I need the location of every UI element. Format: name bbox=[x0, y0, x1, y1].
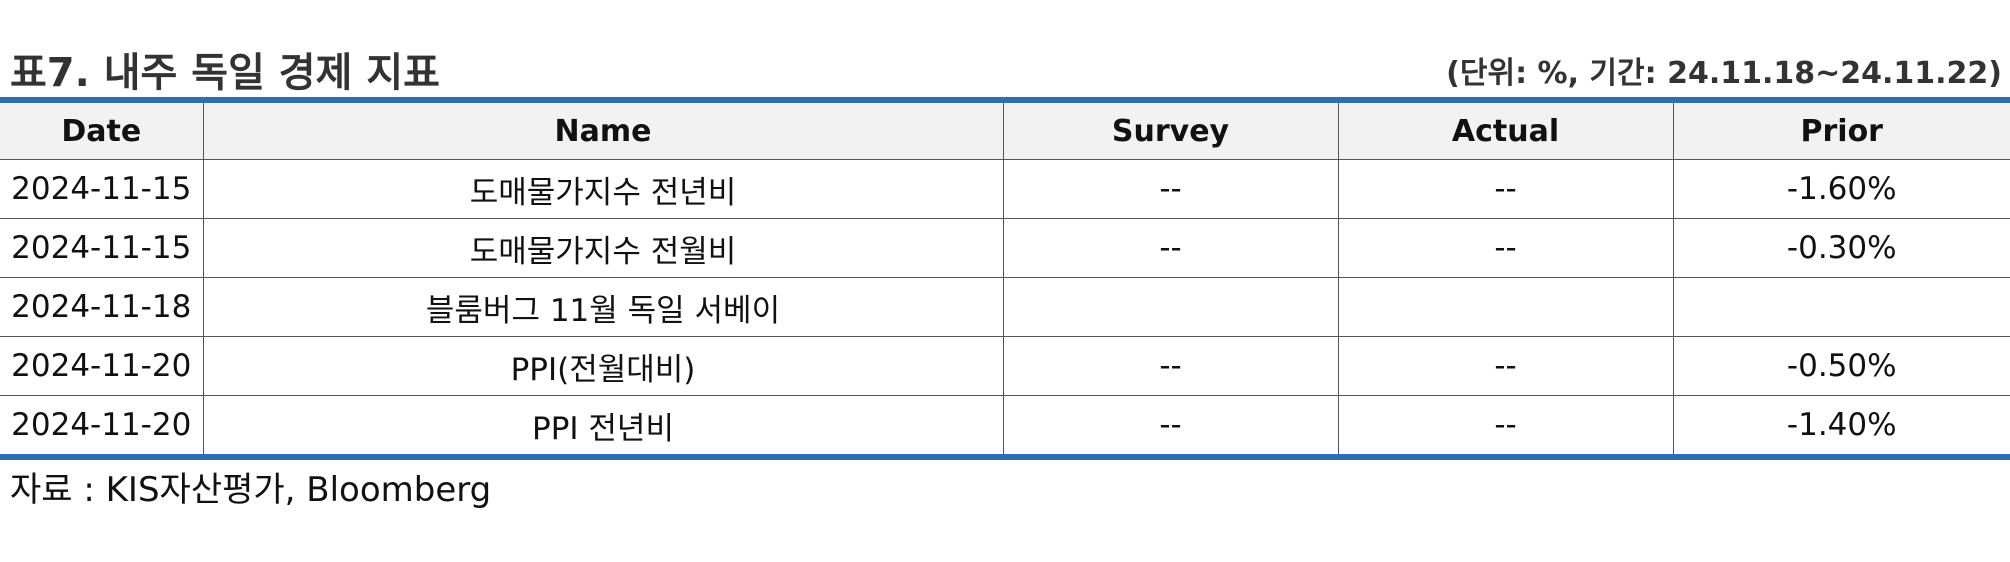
header-survey: Survey bbox=[1002, 103, 1339, 160]
header-name: Name bbox=[202, 103, 1004, 160]
header-prior: Prior bbox=[1672, 103, 2010, 160]
cell-survey: -- bbox=[1002, 218, 1339, 278]
cell-prior: -0.50% bbox=[1672, 336, 2010, 396]
table-row: 2024-11-20 PPI(전월대비) -- -- -0.50% bbox=[0, 336, 2010, 396]
cell-actual: -- bbox=[1337, 336, 1674, 396]
cell-actual: -- bbox=[1337, 218, 1674, 278]
cell-survey: -- bbox=[1002, 395, 1339, 454]
cell-name: PPI(전월대비) bbox=[202, 336, 1004, 396]
cell-prior bbox=[1672, 277, 2010, 337]
cell-name: 도매물가지수 전월비 bbox=[202, 218, 1004, 278]
header-actual: Actual bbox=[1337, 103, 1674, 160]
title-row: 표7. 내주 독일 경제 지표 (단위: %, 기간: 24.11.18~24.… bbox=[0, 38, 2010, 98]
table-row: 2024-11-15 도매물가지수 전년비 -- -- -1.60% bbox=[0, 159, 2010, 219]
cell-name: 도매물가지수 전년비 bbox=[202, 159, 1004, 219]
unit-note: (단위: %, 기간: 24.11.18~24.11.22) bbox=[1446, 56, 2002, 91]
header-date: Date bbox=[0, 103, 204, 160]
cell-date: 2024-11-15 bbox=[0, 159, 204, 219]
source-note: 자료 : KIS자산평가, Bloomberg bbox=[10, 470, 492, 510]
cell-prior: -1.40% bbox=[1672, 395, 2010, 454]
table-header-row: Date Name Survey Actual Prior bbox=[0, 103, 2010, 160]
table-title: 표7. 내주 독일 경제 지표 bbox=[10, 50, 440, 96]
cell-date: 2024-11-20 bbox=[0, 336, 204, 396]
indicator-table: Date Name Survey Actual Prior 2024-11-15… bbox=[0, 103, 2010, 454]
cell-name: 블룸버그 11월 독일 서베이 bbox=[202, 277, 1004, 337]
cell-survey: -- bbox=[1002, 336, 1339, 396]
cell-actual bbox=[1337, 277, 1674, 337]
cell-date: 2024-11-18 bbox=[0, 277, 204, 337]
table-row: 2024-11-20 PPI 전년비 -- -- -1.40% bbox=[0, 395, 2010, 454]
cell-survey bbox=[1002, 277, 1339, 337]
cell-actual: -- bbox=[1337, 159, 1674, 219]
cell-date: 2024-11-20 bbox=[0, 395, 204, 454]
cell-actual: -- bbox=[1337, 395, 1674, 454]
indicator-table-container: Date Name Survey Actual Prior 2024-11-15… bbox=[0, 97, 2010, 460]
table-bottom-rule bbox=[0, 454, 2010, 460]
table-row: 2024-11-15 도매물가지수 전월비 -- -- -0.30% bbox=[0, 218, 2010, 278]
table-top-rule bbox=[0, 97, 2010, 103]
cell-prior: -1.60% bbox=[1672, 159, 2010, 219]
cell-name: PPI 전년비 bbox=[202, 395, 1004, 454]
cell-date: 2024-11-15 bbox=[0, 218, 204, 278]
table-row: 2024-11-18 블룸버그 11월 독일 서베이 bbox=[0, 277, 2010, 337]
cell-prior: -0.30% bbox=[1672, 218, 2010, 278]
cell-survey: -- bbox=[1002, 159, 1339, 219]
